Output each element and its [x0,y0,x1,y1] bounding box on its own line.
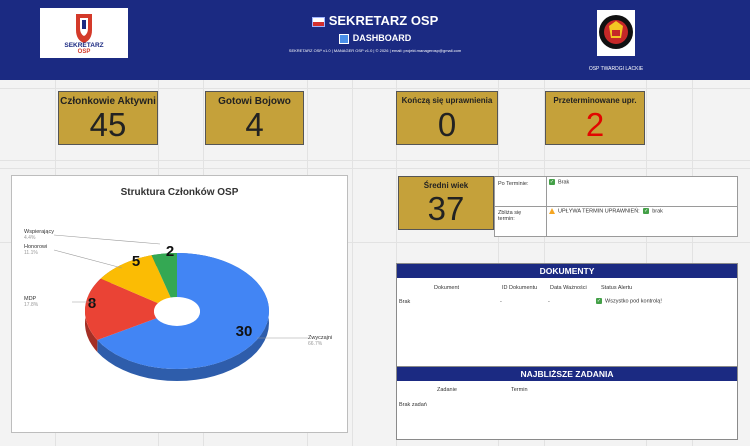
kpi-value: 4 [245,106,264,143]
after-term-value: ✓ Brak [549,179,570,186]
kpi-value: 45 [89,106,127,143]
pie-hole [154,298,200,326]
document-status: ✓ Wszystko pod kontrolą! [596,298,662,305]
check-icon: ✓ [549,179,555,185]
legend-percent: 4.4% [24,235,36,241]
grid-line [0,242,750,243]
kpi-label: Członkowie Aktywni [60,96,156,107]
kpi-active-members: Członkowie Aktywni 45 [58,91,158,145]
app-logo: SEKRETARZ OSP [40,8,128,58]
approaching-label: Zbliża się termin: [498,210,522,222]
pie-slice-zwyczajni [97,253,270,369]
kpi-average-age: Średni wiek 37 [398,176,494,230]
slice-value-label: 30 [236,323,253,340]
after-term-label: Po Terminie: [498,181,529,187]
slice-value-label: 8 [88,295,96,312]
slice-value-label: 2 [166,243,174,260]
warning-icon [549,208,555,214]
kpi-value: 37 [427,190,465,227]
kpi-value: 0 [437,106,457,143]
app-logo-subtext: OSP [77,49,91,55]
unit-name: OSP TWARDGI LACKIE [588,66,644,72]
kpi-expired-qualifications: Przeterminowane upr. 2 [545,91,645,145]
column-header: Termin [511,387,528,393]
pie-slice-wspierający [151,253,177,298]
grid-line [0,88,750,89]
header-banner: SEKRETARZ OSP SEKRETARZ OSP DASHBOARD SE… [0,0,750,80]
kpi-label: Przeterminowane upr. [553,96,637,105]
unit-emblem-icon [597,10,635,56]
legend-name: MDP [24,296,37,302]
grid-line [352,80,353,446]
osp-logo-icon [76,14,92,43]
kpi-label: Kończą się uprawnienia [401,96,493,105]
column-header: Data Ważności [550,285,587,291]
legend-percent: 66.7% [308,341,323,347]
dashboard-icon [338,33,349,44]
approaching-value: UPŁYWA TERMIN UPRAWNIEŃ: ✓ brak [549,208,663,214]
document-id: - [500,299,502,305]
tasks-panel: NAJBLIŻSZE ZADANIA Zadanie Termin Brak z… [396,366,738,440]
legend-name: Honorowi [24,244,47,250]
slice-value-label: 5 [132,253,140,270]
document-name: Brak [399,299,411,305]
documents-panel: DOKUMENTY Dokument ID Dokumentu Data Waż… [396,263,738,369]
flag-icon [311,16,325,27]
check-icon: ✓ [643,208,650,214]
legend-name: Wspierający [24,229,54,235]
tasks-empty-text: Brak zadań [399,402,427,408]
leader-line [53,249,123,269]
column-header: Dokument [434,285,460,291]
legend-name: Zwyczajni [308,335,332,341]
page-subtitle: DASHBOARD [0,33,750,44]
leader-line [53,234,161,245]
members-structure-chart: Struktura Członków OSP 30 8 5 2 Zwyczajni 66.… [11,175,348,433]
chart-title: Struktura Członków OSP [120,187,239,198]
kpi-combat-ready: Gotowi Bojowo 4 [205,91,304,145]
kpi-value: 2 [585,106,605,143]
grid-line [0,168,750,169]
qualification-status-table: Po Terminie: ✓ Brak Zbliża się termin: UPŁ… [494,176,738,237]
check-icon: ✓ [596,298,602,304]
kpi-expiring-qualifications: Kończą się uprawnienia 0 [396,91,498,145]
page-title: SEKRETARZ OSP [0,13,750,28]
documents-title: DOKUMENTY [397,264,737,278]
column-header: ID Dokumentu [502,285,538,291]
app-logo-text: SEKRETARZ OSP [40,42,128,55]
legend-percent: 17.8% [24,302,39,308]
pie-slice-mdp [85,278,158,340]
legend-percent: 11.1% [24,250,38,256]
column-header: Zadanie [437,387,457,393]
kpi-label: Gotowi Bojowo [218,96,291,107]
document-expiry: - [548,299,550,305]
grid-line [0,160,750,161]
tasks-title: NAJBLIŻSZE ZADANIA [397,367,737,381]
kpi-label: Średni wiek [423,181,469,190]
credit-line: SEKRETARZ OSP v1.0 | MANAGER OSP v1.0 | … [288,48,462,53]
column-header: Status Alertu [601,285,633,291]
